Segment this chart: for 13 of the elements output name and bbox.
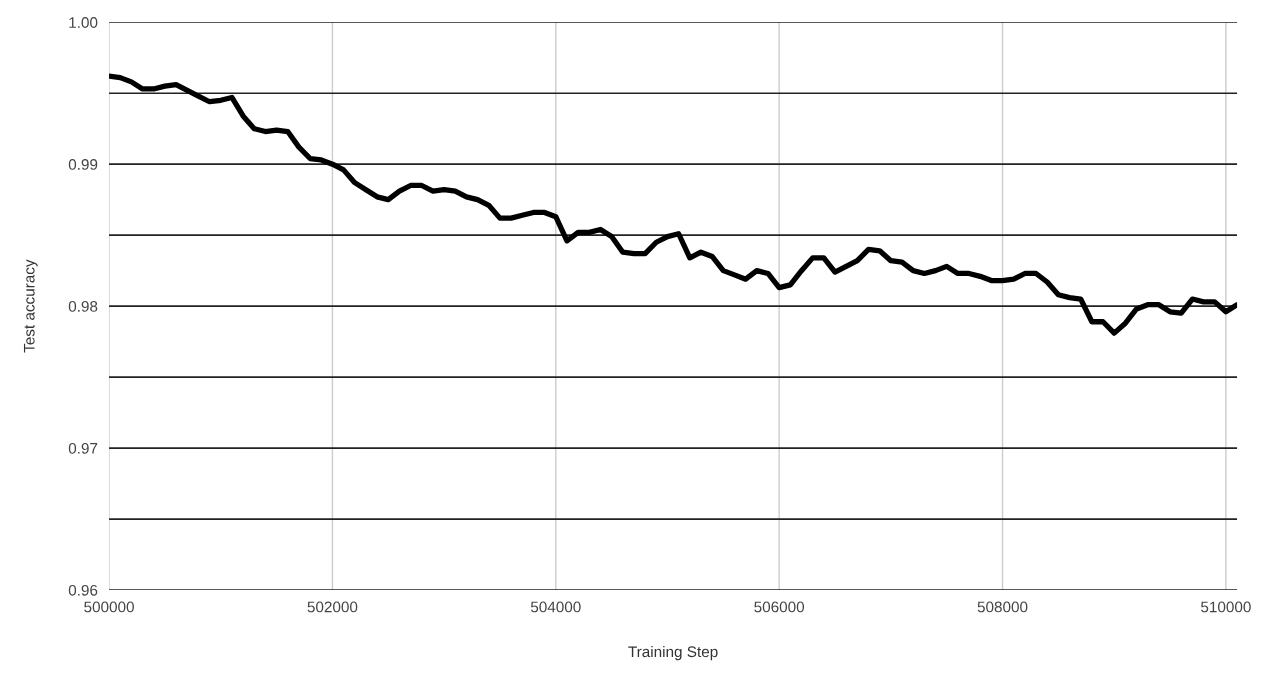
x-tick-label: 504000 (530, 601, 581, 613)
y-axis-title: Test accuracy (23, 259, 38, 353)
y-tick-label: 0.96 (68, 584, 98, 596)
x-axis-title: Training Step (628, 645, 718, 661)
y-tick-label: 0.99 (68, 159, 98, 170)
x-tick-label: 508000 (977, 601, 1028, 613)
x-tick-label: 506000 (754, 601, 805, 613)
y-tick-label: 1.00 (69, 17, 98, 28)
y-tick-label: 0.97 (68, 442, 98, 454)
x-tick-label: 500000 (84, 601, 134, 613)
x-tick-label: 510000 (1201, 601, 1251, 613)
x-tick-label: 502000 (307, 601, 358, 613)
y-tick-label: 0.98 (68, 301, 98, 312)
